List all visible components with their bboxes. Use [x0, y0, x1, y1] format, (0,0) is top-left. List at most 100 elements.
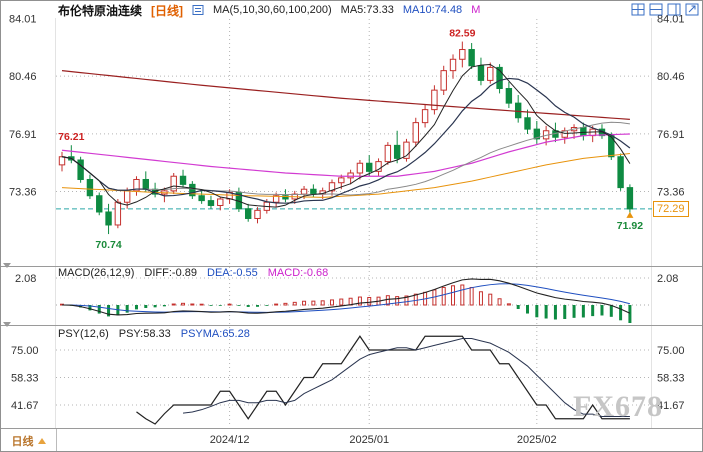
macd-histogram-bar [619, 305, 623, 321]
candle-body [179, 175, 187, 185]
candle-body [487, 66, 494, 81]
macd-histogram-bar [125, 305, 129, 313]
macd-params-label[interactable]: MACD(26,12,9) [58, 267, 135, 279]
ma10-value-label: MA10:74.48 [402, 4, 463, 16]
dropdown-arrow-icon [37, 438, 46, 444]
price-annotation: 76.21 [58, 131, 84, 143]
candle-body [431, 89, 438, 111]
macd-histogram-bar [478, 291, 483, 306]
macd-histogram-bar [162, 305, 166, 307]
price-annotation: 71.92 [617, 220, 643, 232]
ma-group-label: MA(5,10,30,60,100,200) [213, 4, 332, 16]
psy-axis-label-left: 58.33 [11, 373, 39, 385]
macd-histogram-bar [265, 305, 269, 306]
macd-histogram-bar [591, 305, 595, 317]
macd-histogram-bar [320, 300, 325, 306]
x-axis-date-label: 2025/01 [349, 434, 390, 446]
candle-body [533, 128, 541, 140]
macd-dea-line [61, 283, 631, 313]
psy-axis-label-left: 41.67 [11, 400, 39, 412]
macd-histogram-bar [460, 284, 465, 306]
psy-axis-label-left: 75.00 [11, 345, 39, 357]
candle-body [142, 178, 149, 190]
psy-params-label[interactable]: PSY(12,6) [58, 328, 109, 340]
candle-body [496, 66, 503, 90]
macd-histogram-bar [413, 293, 418, 306]
x-axis-bar: 日线 2024/12 2025/01 2025/02 [1, 428, 702, 451]
price-axis-label-right: 76.91 [657, 129, 685, 141]
ma30-value-label-truncated: M [471, 4, 481, 16]
indicator-settings-icon[interactable] [192, 4, 204, 16]
candle-body [77, 159, 84, 180]
macd-dea-value: DEA:-0.55 [207, 267, 258, 279]
macd-histogram-bar [563, 305, 567, 319]
psyma-value: PSYMA:65.28 [180, 328, 250, 340]
layout-columns-icon[interactable] [667, 3, 681, 16]
macd-histogram-bar [544, 305, 548, 319]
price-axis-label-left: 80.46 [9, 71, 37, 83]
candle-body [310, 188, 317, 195]
candle-body [189, 183, 196, 197]
candle-body [403, 141, 410, 159]
candle-body [347, 172, 354, 179]
candle-body [449, 58, 457, 72]
macd-histogram-bar [107, 305, 111, 317]
candle-body [393, 144, 401, 159]
layout-grid-icon[interactable] [631, 3, 645, 16]
candle-body [468, 49, 475, 67]
macd-histogram-bar [506, 303, 511, 306]
candle-body [580, 127, 587, 137]
candle-body [58, 156, 66, 166]
macd-axis-label-left: 2.08 [15, 273, 36, 285]
psy-axis-label-right: 58.33 [657, 373, 685, 385]
macd-histogram-bar [488, 293, 493, 306]
candle-body [254, 209, 261, 219]
symbol-title: 布伦特原油连续 [58, 3, 143, 18]
macd-histogram-bar [395, 296, 400, 306]
candle-body [375, 161, 382, 172]
ma200-line [61, 70, 630, 120]
candle-body [626, 187, 634, 210]
psy-panel-collapse-icon[interactable] [3, 322, 11, 327]
candle-body [114, 201, 122, 226]
macd-histogram-bar [274, 303, 279, 306]
macd-histogram-bar [199, 303, 204, 306]
period-tab[interactable]: 日线 [1, 429, 57, 451]
candle-body [123, 190, 131, 203]
candle-body [198, 195, 205, 202]
ma5-value-label: MA5:73.33 [340, 4, 394, 16]
candle-body [366, 162, 373, 172]
macd-histogram-bar [535, 305, 539, 318]
macd-macd-value: MACD:-0.68 [267, 267, 329, 279]
psyma-line [182, 338, 630, 417]
layout-rows-icon[interactable] [649, 3, 663, 16]
ma10-line [61, 77, 631, 204]
psy-axis-label-right: 75.00 [657, 345, 685, 357]
candle-body [617, 156, 624, 189]
layout-icons [631, 3, 699, 16]
macd-histogram-bar [302, 300, 307, 306]
macd-histogram-bar [469, 286, 474, 306]
macd-histogram-bar [628, 305, 632, 323]
layout-expand-icon[interactable] [685, 3, 699, 16]
candle-body [338, 177, 345, 184]
candle-body [272, 195, 280, 203]
macd-panel-collapse-icon[interactable] [3, 263, 11, 268]
macd-histogram-bar [311, 300, 316, 306]
macd-histogram-bar [441, 286, 446, 306]
macd-histogram-bar [190, 303, 195, 306]
candle-body [282, 195, 289, 200]
macd-histogram-bar [357, 296, 362, 306]
candle-body [421, 109, 429, 124]
price-annotation: 70.74 [95, 239, 121, 251]
candle-body [514, 102, 522, 119]
macd-diff-line [61, 278, 631, 316]
macd-histogram-bar [134, 305, 138, 310]
macd-histogram-bar [497, 298, 502, 306]
macd-histogram-bar [367, 296, 372, 306]
macd-histogram-bar [218, 305, 222, 306]
candle-body [384, 144, 392, 163]
psy-value: PSY:58.33 [118, 328, 171, 340]
period-label: [日线] [151, 3, 184, 18]
